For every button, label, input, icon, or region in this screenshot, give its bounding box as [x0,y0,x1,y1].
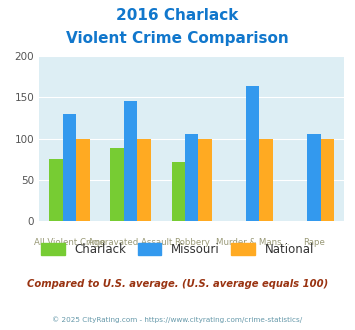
Bar [198,139,212,221]
Bar [76,139,90,221]
Bar [110,148,124,221]
Text: Aggravated Assault: Aggravated Assault [88,238,173,247]
Bar [171,162,185,221]
Bar [260,139,273,221]
Text: Murder & Mans...: Murder & Mans... [216,238,290,247]
Bar [137,139,151,221]
Text: Compared to U.S. average. (U.S. average equals 100): Compared to U.S. average. (U.S. average … [27,279,328,289]
Legend: Charlack, Missouri, National: Charlack, Missouri, National [37,239,318,261]
Bar [185,134,198,221]
Text: Violent Crime Comparison: Violent Crime Comparison [66,31,289,46]
Bar [307,134,321,221]
Bar [246,86,260,221]
Bar [63,114,76,221]
Bar [49,159,63,221]
Text: Rape: Rape [303,238,325,247]
Text: Robbery: Robbery [174,238,210,247]
Bar [124,101,137,221]
Bar [321,139,334,221]
Text: © 2025 CityRating.com - https://www.cityrating.com/crime-statistics/: © 2025 CityRating.com - https://www.city… [53,317,302,323]
Text: All Violent Crime: All Violent Crime [34,238,105,247]
Text: 2016 Charlack: 2016 Charlack [116,8,239,23]
